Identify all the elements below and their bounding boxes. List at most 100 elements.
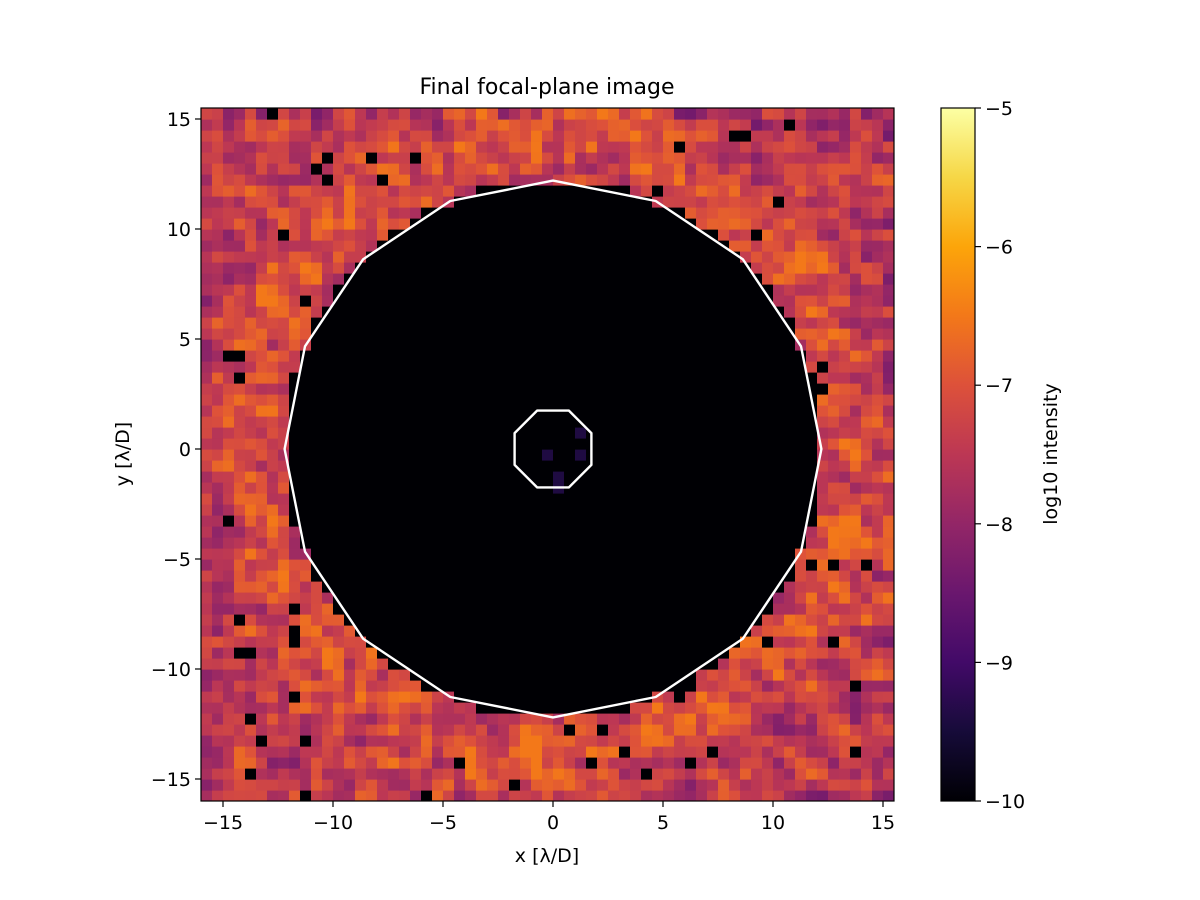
heatmap-cell <box>201 416 213 428</box>
heatmap-cell <box>520 570 532 582</box>
heatmap-cell <box>267 680 279 692</box>
heatmap-cell <box>707 427 719 439</box>
heatmap-cell <box>663 207 675 219</box>
heatmap-cell <box>399 339 411 351</box>
heatmap-cell <box>410 614 422 626</box>
heatmap-cell <box>641 306 653 318</box>
heatmap-cell <box>454 361 466 373</box>
heatmap-cell <box>641 636 653 648</box>
heatmap-cell <box>267 757 279 769</box>
heatmap-cell <box>201 152 213 164</box>
heatmap-cell <box>487 438 499 450</box>
heatmap-cell <box>289 383 301 395</box>
heatmap-cell <box>707 416 719 428</box>
heatmap-cell <box>685 746 697 758</box>
heatmap-cell <box>289 339 301 351</box>
heatmap-cell <box>256 372 268 384</box>
heatmap-cell <box>696 515 708 527</box>
heatmap-cell <box>267 537 279 549</box>
heatmap-cell <box>663 306 675 318</box>
heatmap-cell <box>223 350 235 362</box>
heatmap-cell <box>674 273 686 285</box>
heatmap-cell <box>498 724 510 736</box>
heatmap-cell <box>388 768 400 780</box>
heatmap-cell <box>685 691 697 703</box>
heatmap-cell <box>619 724 631 736</box>
heatmap-cell <box>245 207 257 219</box>
heatmap-cell <box>410 460 422 472</box>
heatmap-cell <box>707 405 719 417</box>
heatmap-cell <box>454 328 466 340</box>
heatmap-cell <box>421 284 433 296</box>
heatmap-cell <box>806 471 818 483</box>
heatmap-cell <box>377 174 389 186</box>
heatmap-cell <box>311 570 323 582</box>
heatmap-cell <box>795 636 807 648</box>
heatmap-cell <box>498 515 510 527</box>
heatmap-cell <box>795 174 807 186</box>
heatmap-cell <box>410 240 422 252</box>
heatmap-cell <box>278 735 290 747</box>
heatmap-cell <box>333 394 345 406</box>
heatmap-cell <box>344 471 356 483</box>
heatmap-cell <box>685 108 697 120</box>
heatmap-cell <box>883 746 894 758</box>
heatmap-cell <box>443 614 455 626</box>
heatmap-cell <box>333 559 345 571</box>
heatmap-cell <box>509 537 521 549</box>
heatmap-cell <box>234 306 246 318</box>
heatmap-cell <box>597 416 609 428</box>
heatmap-cell <box>575 185 587 197</box>
heatmap-cell <box>531 229 543 241</box>
heatmap-cell <box>366 493 378 505</box>
heatmap-cell <box>608 405 620 417</box>
heatmap-cell <box>355 119 367 131</box>
heatmap-cell <box>256 746 268 758</box>
heatmap-cell <box>740 240 752 252</box>
heatmap-cell <box>542 262 554 274</box>
heatmap-cell <box>344 647 356 659</box>
heatmap-cell <box>300 130 312 142</box>
heatmap-cell <box>476 768 488 780</box>
heatmap-cell <box>751 669 763 681</box>
heatmap-cell <box>641 251 653 263</box>
heatmap-cell <box>729 361 741 373</box>
heatmap-cell <box>542 559 554 571</box>
heatmap-cell <box>311 427 323 439</box>
heatmap-cell <box>872 526 884 538</box>
heatmap-cell <box>465 625 477 637</box>
heatmap-cell <box>828 592 840 604</box>
heatmap-cell <box>278 130 290 142</box>
heatmap-cell <box>256 284 268 296</box>
heatmap-cell <box>685 262 697 274</box>
heatmap-cell <box>850 229 862 241</box>
heatmap-cell <box>432 625 444 637</box>
heatmap-cell <box>575 746 587 758</box>
heatmap-cell <box>883 317 894 329</box>
heatmap-cell <box>641 196 653 208</box>
heatmap-cell <box>839 658 851 670</box>
heatmap-cell <box>322 284 334 296</box>
heatmap-cell <box>729 416 741 428</box>
heatmap-cell <box>399 768 411 780</box>
heatmap-cell <box>201 724 213 736</box>
heatmap-cell <box>663 405 675 417</box>
heatmap-cell <box>729 471 741 483</box>
heatmap-cell <box>267 482 279 494</box>
y-tick-label: 15 <box>167 109 191 131</box>
heatmap-cell <box>751 339 763 351</box>
heatmap-cell <box>278 218 290 230</box>
heatmap-cell <box>597 504 609 516</box>
heatmap-cell <box>674 482 686 494</box>
heatmap-cell <box>696 185 708 197</box>
heatmap-cell <box>751 405 763 417</box>
heatmap-cell <box>421 768 433 780</box>
heatmap-cell <box>597 768 609 780</box>
heatmap-cell <box>223 702 235 714</box>
heatmap-cell <box>322 592 334 604</box>
heatmap-cell <box>553 372 565 384</box>
heatmap-cell <box>564 152 576 164</box>
heatmap-cell <box>454 614 466 626</box>
heatmap-cell <box>267 559 279 571</box>
heatmap-cell <box>366 416 378 428</box>
